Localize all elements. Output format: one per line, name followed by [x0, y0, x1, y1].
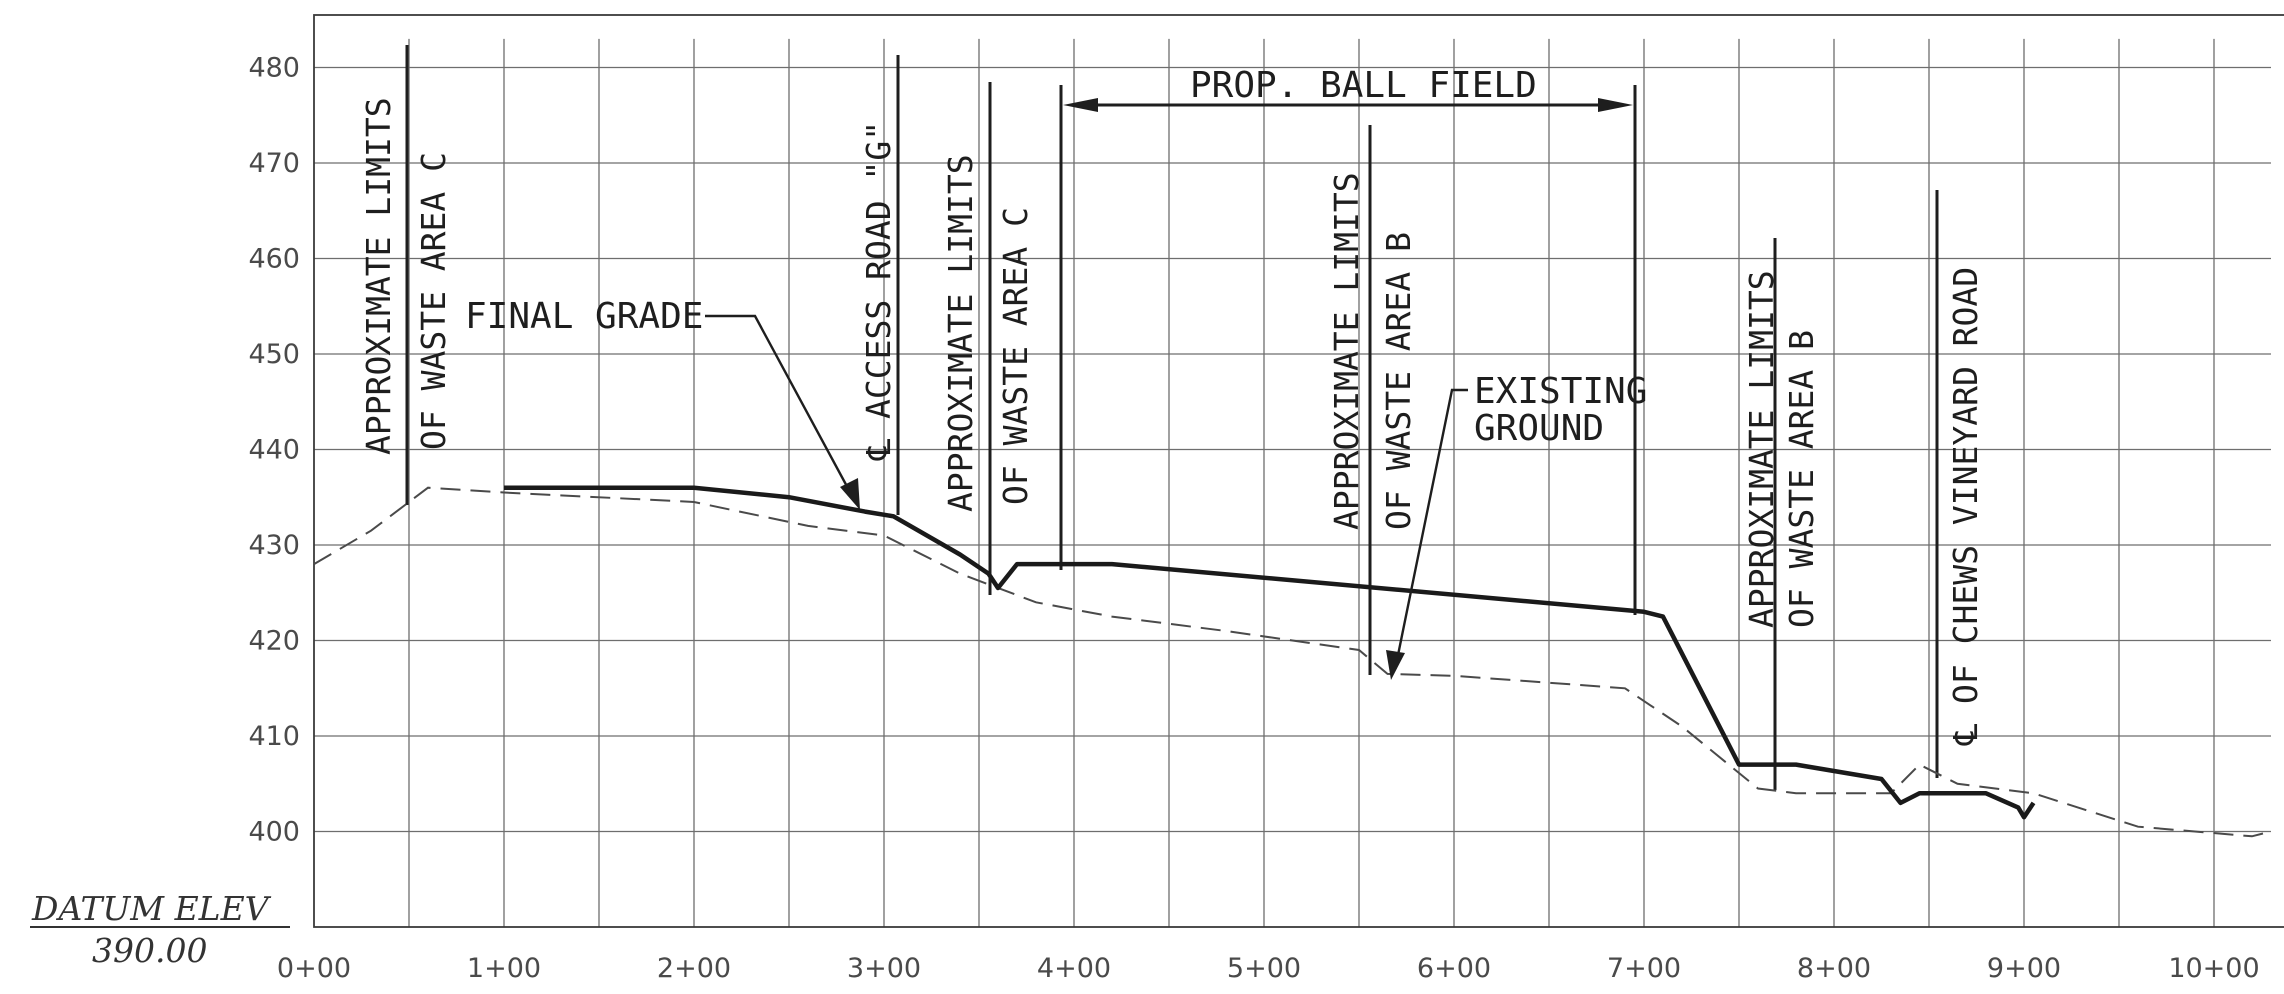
- final-grade-label: FINAL GRADE: [465, 296, 703, 337]
- elevation-tick-label: 450: [248, 339, 300, 370]
- access-road-label: ℄ ACCESS ROAD "G": [859, 121, 898, 461]
- final-grade-arrowhead: [840, 478, 860, 510]
- elevation-tick-label: 410: [248, 721, 300, 752]
- limits-b-mid-label-2: OF WASTE AREA B: [1379, 232, 1418, 530]
- elevation-tick-label: 460: [248, 244, 300, 275]
- existing-ground-line: [313, 486, 2272, 838]
- station-tick-label: 6+00: [1417, 953, 1491, 984]
- elevation-tick-label: 480: [248, 53, 300, 84]
- station-tick-label: 5+00: [1227, 953, 1301, 984]
- limits-b-mid-label-1: APPROXIMATE LIMITS: [1327, 172, 1366, 530]
- station-axis: 0+00 1+00 2+00 3+00 4+00 5+00 6+00 7+00 8+00 9+00…: [277, 953, 2260, 984]
- final-grade-line: [504, 485, 2036, 820]
- existing-ground-leader: [1395, 388, 1468, 661]
- station-tick-label: 1+00: [467, 953, 541, 984]
- station-tick-label: 4+00: [1037, 953, 1111, 984]
- station-tick-label: 0+00: [277, 953, 351, 984]
- elevation-tick-label: 440: [248, 435, 300, 466]
- station-tick-label: 7+00: [1607, 953, 1681, 984]
- grid: [314, 38, 2271, 927]
- profile-frame: [313, 14, 2284, 928]
- elevation-axis: 400 410 420 430 440 450 460 470 480: [248, 53, 300, 848]
- station-tick-label: 10+00: [2168, 953, 2259, 984]
- elevation-tick-label: 470: [248, 148, 300, 179]
- final-grade-leader: [705, 314, 852, 493]
- station-tick-label: 3+00: [847, 953, 921, 984]
- limits-c-left-label-2: OF WASTE AREA C: [414, 152, 453, 450]
- limits-c-left-label-1: APPROXIMATE LIMITS: [359, 97, 398, 455]
- elevation-tick-label: 430: [248, 530, 300, 561]
- limits-c-right-label-2: OF WASTE AREA C: [996, 207, 1035, 505]
- ball-field-arrow-left: [1063, 98, 1098, 112]
- limits-c-right-label-1: APPROXIMATE LIMITS: [941, 154, 980, 512]
- station-tick-label: 9+00: [1987, 953, 2061, 984]
- datum-value: 390.00: [92, 931, 207, 970]
- chews-road-label: ℄ OF CHEWS VINEYARD ROAD: [1946, 267, 1985, 746]
- existing-ground-arrowhead: [1386, 650, 1405, 680]
- ball-field-label: PROP. BALL FIELD: [1190, 65, 1537, 106]
- limits-b-right-label-2: OF WASTE AREA B: [1782, 330, 1821, 628]
- existing-ground-label-line2: GROUND: [1474, 408, 1604, 449]
- ball-field-arrow-right: [1598, 98, 1633, 112]
- elevation-tick-label: 420: [248, 626, 300, 657]
- existing-ground-label-line1: EXISTING: [1474, 371, 1647, 412]
- station-tick-label: 2+00: [657, 953, 731, 984]
- datum-label: DATUM ELEV: [31, 889, 272, 928]
- station-tick-label: 8+00: [1797, 953, 1871, 984]
- elevation-tick-label: 400: [248, 817, 300, 848]
- limits-b-right-label-1: APPROXIMATE LIMITS: [1742, 270, 1781, 628]
